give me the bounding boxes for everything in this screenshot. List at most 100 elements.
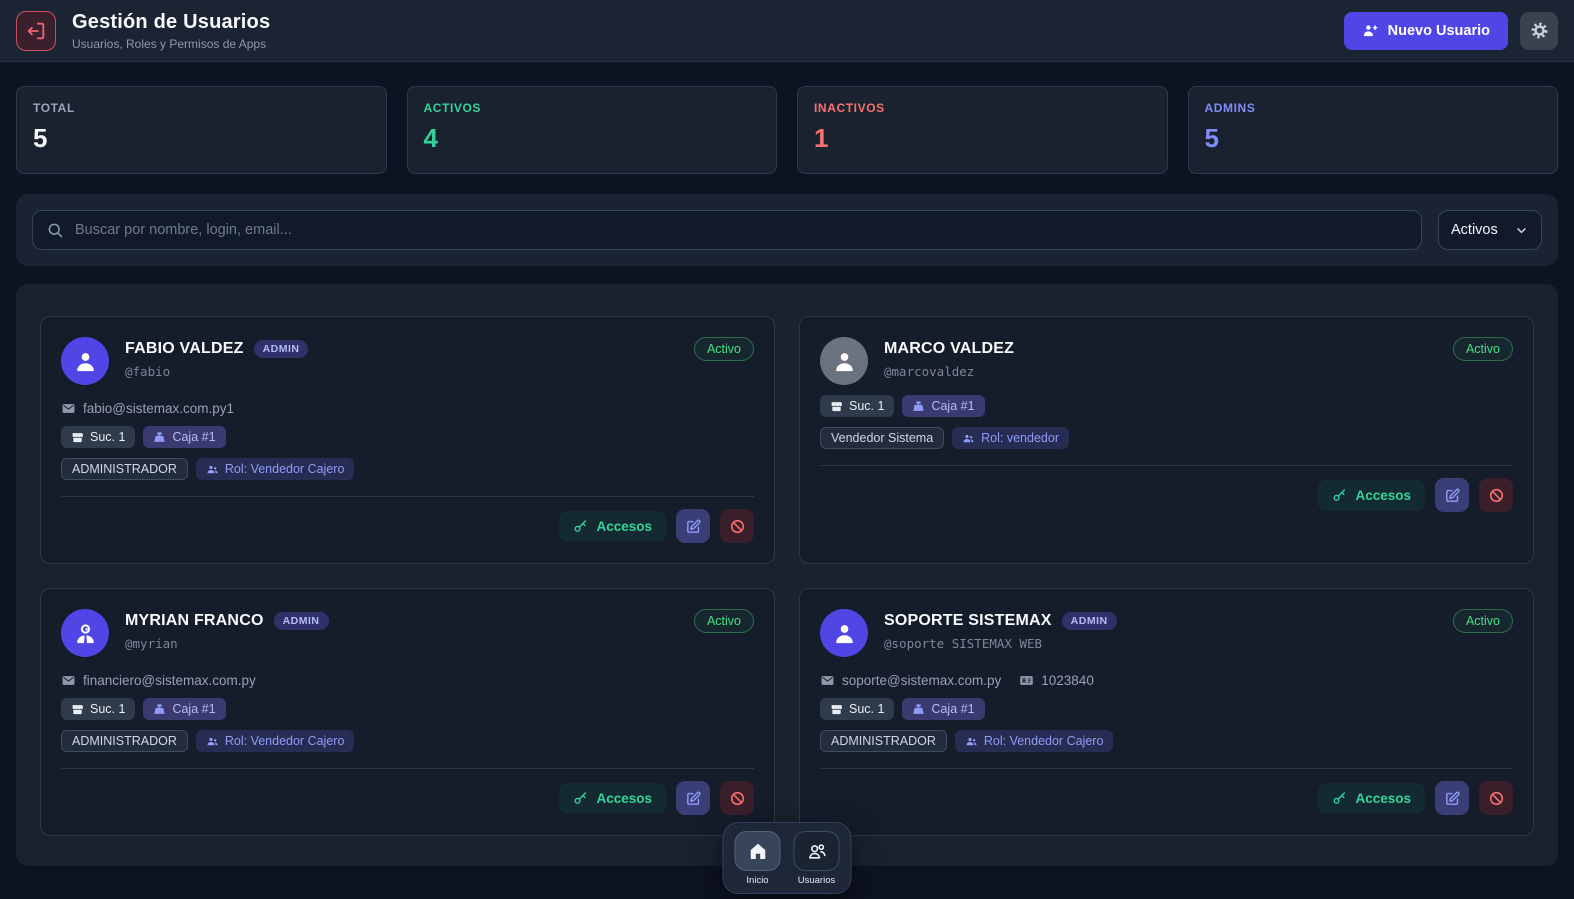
stats-row: TOTAL 5 ACTIVOS 4 INACTIVOS 1 ADMINS 5	[16, 86, 1558, 174]
nav-button[interactable]	[734, 831, 781, 871]
register-icon	[154, 703, 166, 714]
accesos-button[interactable]: Accesos	[1318, 782, 1425, 814]
stat-value: 4	[423, 123, 438, 153]
stat-label: INACTIVOS	[814, 101, 885, 115]
edit-icon	[686, 791, 701, 805]
tag-label: Caja #1	[931, 702, 975, 716]
admin-badge: ADMIN	[1061, 612, 1117, 630]
email-item: soporte@sistemax.com.py	[820, 673, 1001, 688]
stat-value: 5	[1204, 123, 1219, 153]
card-divider	[61, 496, 754, 497]
role-tags-row: ADMINISTRADOR Rol: Vendedor Cajero	[820, 730, 1513, 752]
edit-icon	[686, 519, 701, 533]
stat-label: ACTIVOS	[423, 101, 482, 115]
tag: ADMINISTRADOR	[61, 730, 188, 752]
tag: Caja #1	[143, 426, 226, 448]
deactivate-user-button[interactable]	[1479, 478, 1513, 512]
user-name: MYRIAN FRANCO	[125, 612, 264, 629]
user-card: SOPORTE SISTEMAX ADMIN @soporte SISTEMAX…	[799, 588, 1534, 836]
store-icon	[831, 401, 843, 411]
key-icon	[574, 519, 587, 532]
tag: ADMINISTRADOR	[820, 730, 947, 752]
avatar	[61, 337, 109, 385]
key-icon	[1333, 791, 1346, 804]
accesos-button[interactable]: Accesos	[1318, 479, 1425, 511]
user-icon	[76, 352, 94, 371]
page-title: Gestión de Usuarios	[72, 10, 271, 33]
mail-icon	[62, 404, 75, 413]
deactivate-user-button[interactable]	[1479, 781, 1513, 815]
settings-button[interactable]	[1520, 11, 1558, 50]
edit-user-button[interactable]	[676, 509, 710, 543]
tag-label: Suc. 1	[849, 399, 885, 413]
store-icon	[831, 704, 843, 714]
edit-user-button[interactable]	[1435, 781, 1469, 815]
user-group-icon	[966, 737, 977, 745]
role-tags-row: ADMINISTRADOR Rol: Vendedor Cajero	[61, 458, 754, 480]
tag: Vendedor Sistema	[820, 427, 945, 449]
tag-label: Rol: Vendedor Cajero	[983, 734, 1104, 748]
user-icon	[835, 352, 853, 371]
stat-card: ACTIVOS 4	[406, 86, 777, 174]
accesos-button[interactable]: Accesos	[559, 510, 666, 542]
tag-label: ADMINISTRADOR	[831, 734, 936, 748]
nav-item-inicio[interactable]: Inicio	[734, 831, 781, 886]
card-divider	[61, 768, 754, 769]
search-icon	[46, 221, 64, 239]
stat-label: TOTAL	[33, 101, 75, 115]
tag: Rol: Vendedor Cajero	[954, 730, 1114, 752]
status-filter-select[interactable]: Activos	[1438, 210, 1542, 250]
tag: Caja #1	[902, 698, 985, 720]
tag: Rol: Vendedor Cajero	[195, 730, 355, 752]
avatar	[820, 609, 868, 657]
role-tags-row: Vendedor Sistema Rol: vendedor	[820, 427, 1513, 449]
accesos-label: Accesos	[1355, 790, 1411, 806]
nav-item-usuarios[interactable]: Usuarios	[793, 831, 840, 886]
new-user-label: Nuevo Usuario	[1387, 22, 1490, 39]
mail-icon	[62, 676, 75, 685]
admin-badge: ADMIN	[253, 340, 309, 358]
tag-label: Rol: Vendedor Cajero	[224, 462, 345, 476]
deactivate-user-button[interactable]	[720, 781, 754, 815]
stat-label: ADMINS	[1204, 101, 1256, 115]
bottom-nav: Inicio Usuarios	[722, 822, 852, 894]
users-panel: FABIO VALDEZ ADMIN @fabio Activo fabio@s…	[16, 284, 1558, 866]
nav-label: Usuarios	[797, 875, 836, 886]
accesos-button[interactable]: Accesos	[559, 782, 666, 814]
stat-card: TOTAL 5	[16, 86, 387, 174]
tag: Rol: vendedor	[952, 427, 1069, 449]
user-card: MARCO VALDEZ @marcovaldez Activo Suc. 1 …	[799, 316, 1534, 564]
tag-label: ADMINISTRADOR	[72, 734, 177, 748]
email-text: financiero@sistemax.com.py	[83, 673, 256, 688]
stat-card: INACTIVOS 1	[797, 86, 1168, 174]
edit-user-button[interactable]	[1435, 478, 1469, 512]
tag: Caja #1	[902, 395, 985, 417]
tag-label: Caja #1	[931, 399, 975, 413]
ban-icon	[1489, 791, 1503, 805]
ban-icon	[730, 791, 744, 805]
search-input[interactable]	[32, 210, 1422, 250]
home-icon	[750, 843, 765, 859]
mail-icon	[821, 676, 834, 685]
new-user-button[interactable]: Nuevo Usuario	[1343, 11, 1508, 50]
tag-label: Vendedor Sistema	[831, 431, 934, 445]
page-subtitle: Usuarios, Roles y Permisos de Apps	[72, 36, 267, 51]
user-handle: @soporte SISTEMAX WEB	[884, 636, 1043, 651]
nav-button[interactable]	[793, 831, 840, 871]
deactivate-user-button[interactable]	[720, 509, 754, 543]
tag-label: Caja #1	[172, 430, 216, 444]
user-name: SOPORTE SISTEMAX	[884, 612, 1052, 629]
edit-icon	[1445, 791, 1460, 805]
user-group-icon	[963, 434, 974, 442]
contact-row: soporte@sistemax.com.py 1023840	[820, 673, 1513, 688]
logout-door-icon	[27, 22, 45, 39]
register-icon	[913, 400, 925, 411]
status-badge: Activo	[1452, 609, 1513, 633]
tag: Suc. 1	[820, 395, 895, 417]
branch-tags-row: Suc. 1 Caja #1	[820, 395, 1513, 417]
stat-card: ADMINS 5	[1187, 86, 1558, 174]
edit-user-button[interactable]	[676, 781, 710, 815]
store-icon	[72, 432, 84, 442]
accesos-label: Accesos	[596, 518, 652, 534]
search-panel: Activos	[16, 194, 1558, 266]
